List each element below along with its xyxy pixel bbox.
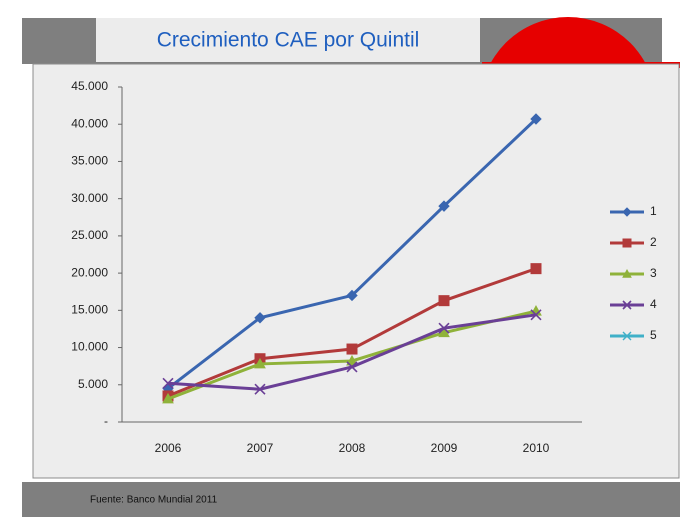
y-tick-label: 5.000 <box>78 377 108 391</box>
marker <box>438 326 450 338</box>
marker <box>530 263 542 275</box>
marker <box>346 361 358 373</box>
x-tick-label: 2006 <box>155 441 182 455</box>
marker <box>622 238 632 248</box>
marker <box>162 392 174 404</box>
marker <box>622 207 632 217</box>
footer-bar <box>22 482 680 517</box>
marker <box>254 383 266 395</box>
marker <box>162 377 174 389</box>
x-tick-label: 2008 <box>339 441 366 455</box>
legend-label: 1 <box>650 204 657 218</box>
chart-panel <box>32 63 680 479</box>
marker <box>438 295 450 307</box>
marker <box>622 300 632 310</box>
y-tick-label: 30.000 <box>71 191 108 205</box>
title-box <box>96 18 480 62</box>
slide-title: Crecimiento CAE por Quintil <box>157 29 420 52</box>
y-tick-label: - <box>104 414 108 428</box>
legend-label: 3 <box>650 266 657 280</box>
marker <box>254 357 266 369</box>
x-tick-label: 2009 <box>431 441 458 455</box>
y-tick-label: 20.000 <box>71 265 108 279</box>
legend-label: 4 <box>650 297 657 311</box>
marker <box>438 322 450 334</box>
marker <box>254 312 266 324</box>
marker <box>530 309 542 321</box>
y-tick-label: 45.000 <box>71 79 108 93</box>
y-tick-label: 25.000 <box>71 228 108 242</box>
marker <box>438 200 450 212</box>
marker <box>346 343 358 355</box>
y-tick-label: 15.000 <box>71 303 108 317</box>
source-note: Fuente: Banco Mundial 2011 <box>90 495 218 506</box>
x-tick-label: 2010 <box>523 441 550 455</box>
y-tick-label: 10.000 <box>71 340 108 354</box>
marker <box>346 289 358 302</box>
marker <box>346 354 358 366</box>
marker <box>622 331 632 341</box>
marker <box>622 268 632 278</box>
legend-label: 2 <box>650 235 657 249</box>
y-tick-label: 35.000 <box>71 154 108 168</box>
legend-label: 5 <box>650 328 657 342</box>
marker <box>530 113 542 125</box>
x-tick-label: 2007 <box>247 441 274 455</box>
y-tick-label: 40.000 <box>71 116 108 130</box>
